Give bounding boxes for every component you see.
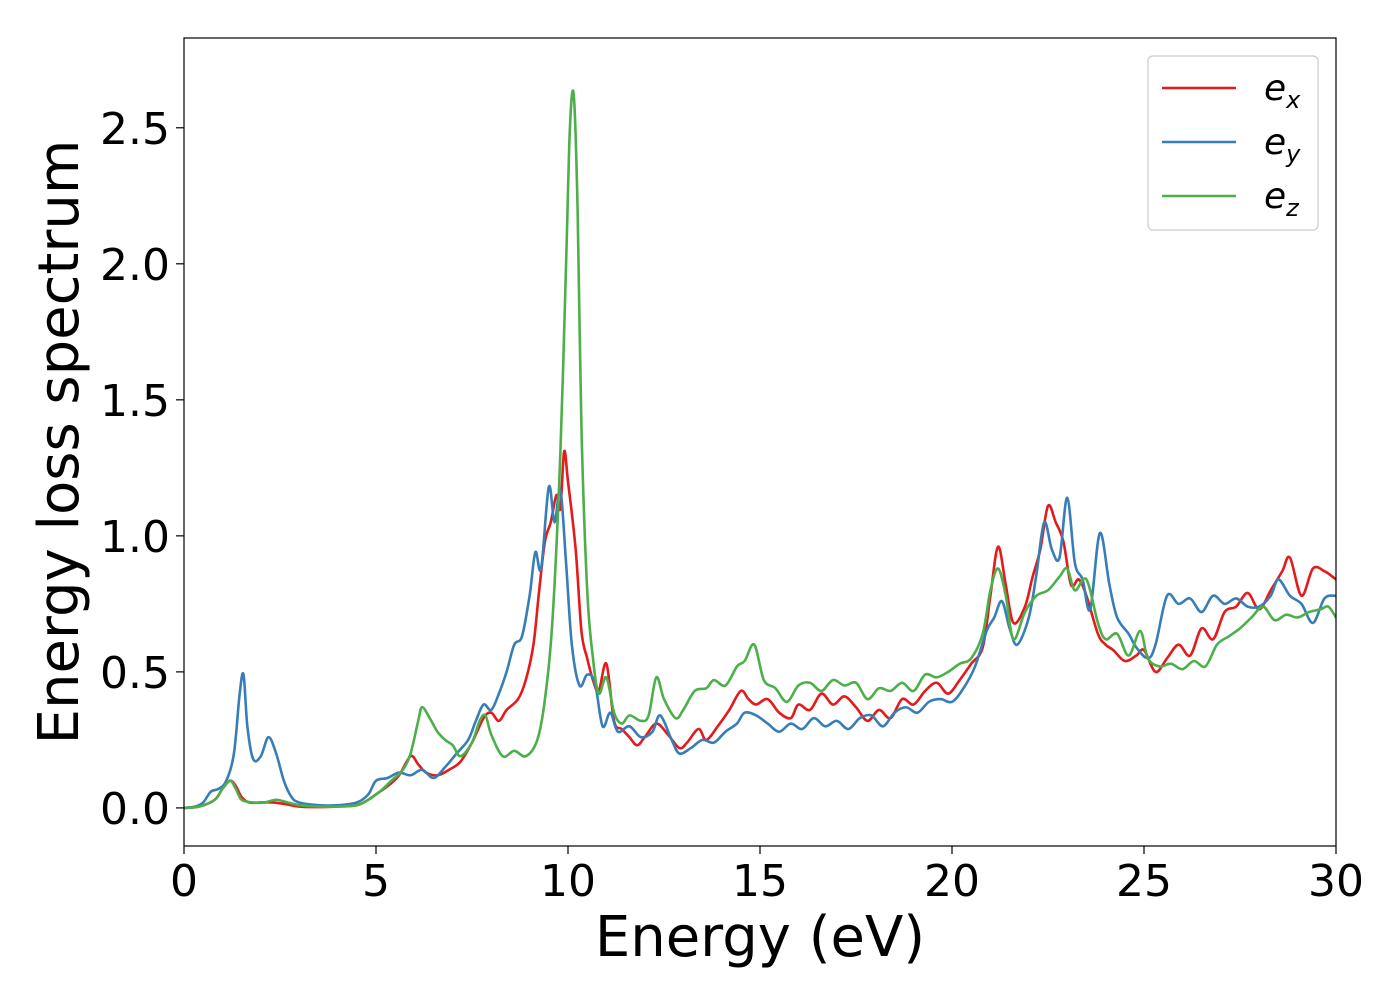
legend: ex ey ez [1147,55,1319,231]
legend-label-y: ey [1264,122,1301,168]
y-tick-label: 2.5 [100,104,170,155]
series-layer [184,89,1336,810]
x-axis-label: Energy (eV) [595,905,925,970]
y-axis-label: Energy loss spectrum [27,140,92,745]
y-tick-label: 1.5 [100,376,170,427]
y-tick-label: 0.5 [100,648,170,699]
series-line-z [184,89,1336,810]
x-tick-label: 10 [540,856,596,907]
y-axis: 0.0 0.5 1.0 1.5 2.0 2.5 [100,104,184,835]
y-tick-label: 2.0 [100,240,170,291]
x-tick-label: 30 [1308,856,1364,907]
series-line-y [184,484,1336,810]
x-tick-label: 0 [170,856,198,907]
x-tick-label: 15 [732,856,788,907]
x-tick-label: 20 [924,856,980,907]
legend-label-x: ex [1264,68,1301,114]
legend-label-z: ez [1264,176,1300,222]
x-tick-label: 25 [1116,856,1172,907]
y-tick-label: 0.0 [100,784,170,835]
y-tick-label: 1.0 [100,512,170,563]
series-line-x [184,449,1336,810]
x-tick-label: 5 [362,856,390,907]
x-axis: 0 5 10 15 20 25 30 [170,846,1364,907]
